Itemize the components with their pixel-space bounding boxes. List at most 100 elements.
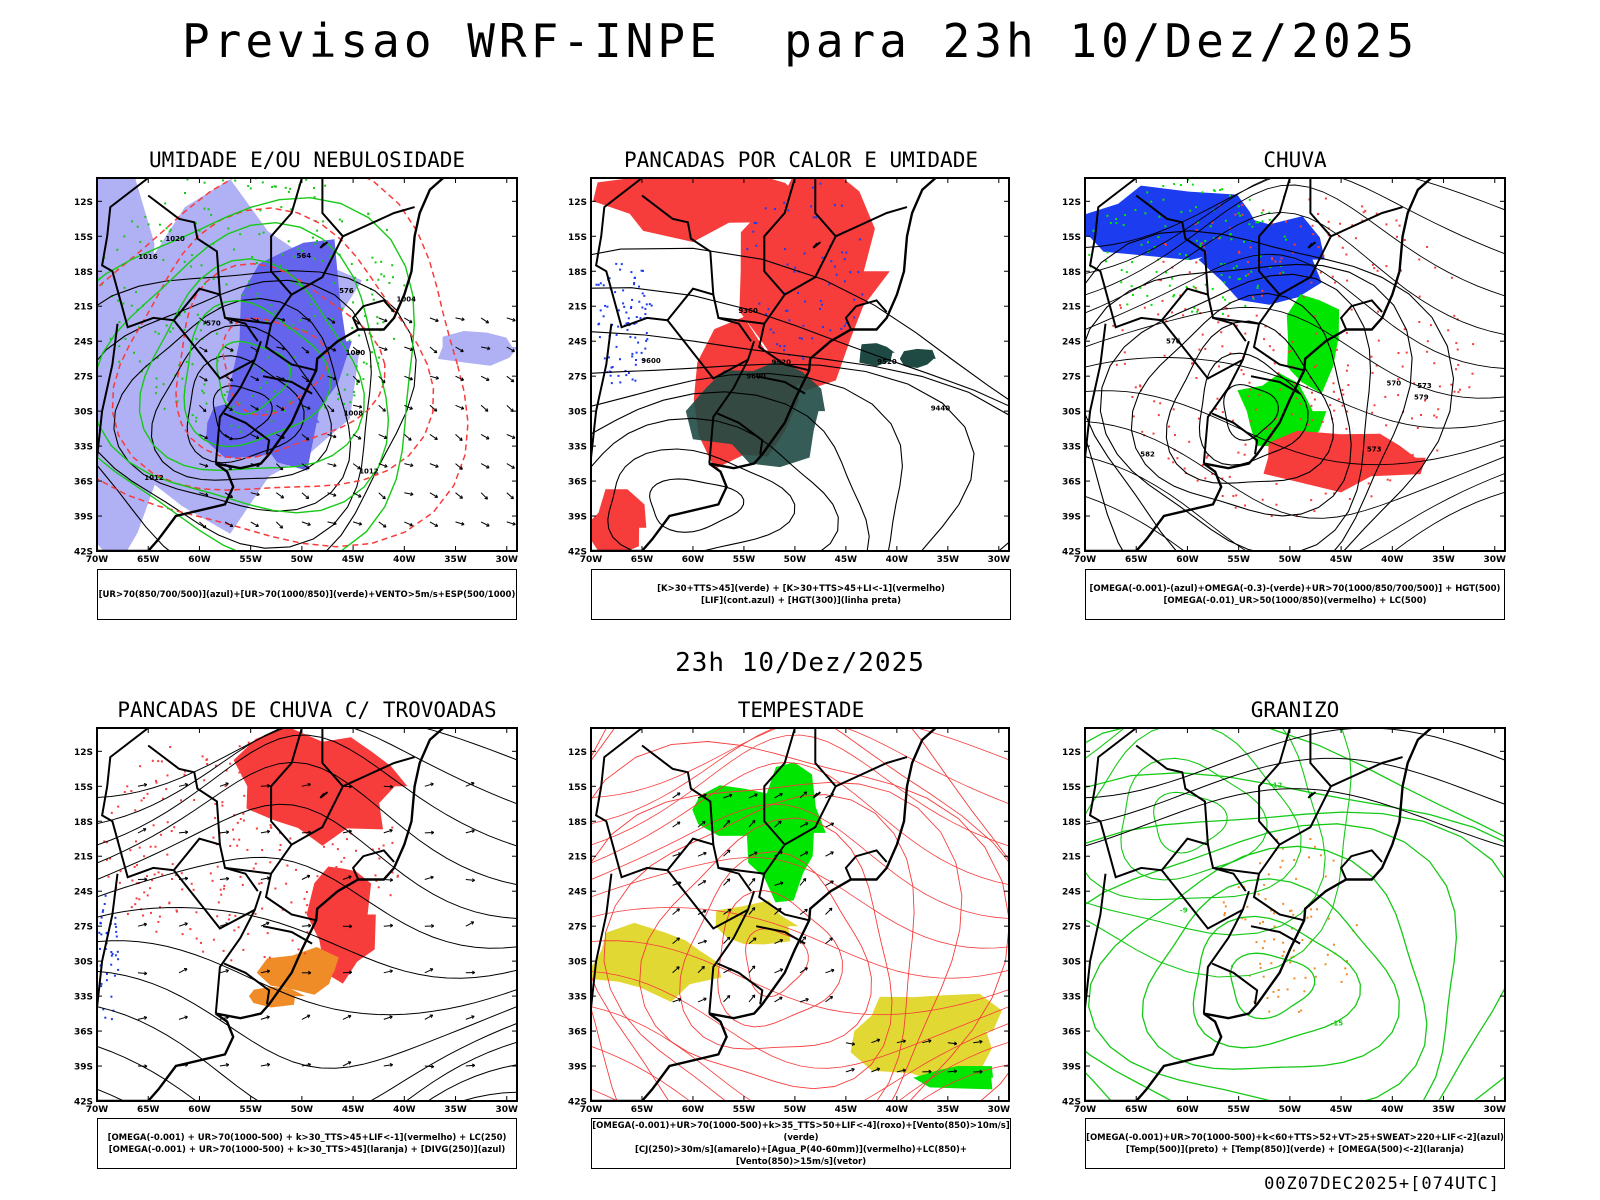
field-shading	[591, 489, 647, 551]
wind-vector	[697, 997, 707, 1003]
coastline	[1085, 728, 1432, 1101]
field-speckle	[201, 389, 204, 392]
field-speckle	[314, 242, 317, 245]
contour-label: 582	[1140, 451, 1155, 459]
wind-vector	[799, 967, 808, 974]
panel-legend-2: [K>30+TTS>45](verde) + [K>30+TTS>45+LI<-…	[591, 569, 1011, 620]
field-speckle	[110, 963, 113, 966]
field-speckle	[835, 273, 838, 276]
field-speckle	[239, 233, 242, 236]
field-speckle	[1257, 893, 1260, 896]
field-speckle	[1290, 466, 1293, 469]
field-speckle	[344, 883, 347, 886]
wind-vector-head	[389, 828, 393, 833]
contour-line	[1192, 915, 1361, 1049]
wind-vector	[506, 346, 515, 353]
field-speckle	[1264, 325, 1267, 328]
field-speckle	[1371, 263, 1374, 266]
field-speckle	[1268, 345, 1271, 348]
field-speckle	[1309, 376, 1312, 379]
wind-vector	[301, 1063, 311, 1067]
field-speckle	[341, 307, 344, 310]
field-speckle	[391, 841, 394, 844]
field-speckle	[105, 932, 108, 934]
field-speckle	[752, 230, 755, 233]
field-speckle	[1195, 261, 1198, 264]
field-speckle	[349, 291, 352, 294]
field-speckle	[1324, 197, 1327, 200]
field-speckle	[285, 268, 288, 271]
field-speckle	[1426, 340, 1429, 343]
field-speckle	[1309, 838, 1312, 840]
lon-tick-label: 40W	[886, 555, 909, 565]
field-speckle	[1221, 312, 1224, 315]
field-speckle	[305, 178, 308, 181]
field-speckle	[1306, 916, 1309, 919]
field-speckle	[320, 915, 323, 918]
panel-legend-3: [OMEGA(-0.001)-(azul)+OMEGA(-0.3)-(verde…	[1085, 569, 1505, 620]
field-speckle	[607, 356, 610, 359]
field-speckle	[154, 392, 157, 395]
field-speckle	[829, 329, 832, 332]
wind-vector	[342, 1015, 352, 1020]
wind-vector-head	[979, 1069, 983, 1074]
field-speckle	[346, 838, 348, 841]
wind-vector	[137, 784, 147, 787]
field-speckle	[1315, 364, 1318, 367]
field-speckle	[303, 897, 306, 900]
field-speckle	[269, 861, 272, 864]
field-speckle	[195, 337, 198, 340]
field-speckle	[119, 870, 122, 873]
field-speckle	[242, 812, 245, 815]
field-speckle	[1242, 373, 1245, 376]
wind-vector-head	[204, 492, 209, 497]
streamline	[97, 734, 517, 847]
field-speckle	[595, 283, 598, 286]
lat-tick-label: 27S	[1062, 373, 1081, 383]
field-speckle	[1362, 211, 1365, 214]
wind-vector-head	[779, 939, 784, 943]
field-speckle	[110, 951, 113, 953]
wind-vector	[723, 908, 732, 915]
field-speckle	[103, 840, 106, 843]
field-speckle	[783, 349, 785, 352]
contour-label: 570	[1387, 380, 1402, 388]
field-speckle	[1268, 218, 1271, 221]
lat-tick-label: 42S	[568, 548, 587, 558]
wind-vector	[455, 404, 464, 410]
field-speckle	[625, 311, 628, 314]
field-speckle	[332, 766, 335, 769]
field-speckle	[1237, 451, 1240, 454]
contour-line	[1141, 878, 1400, 1070]
field-speckle	[1171, 311, 1174, 314]
field-speckle	[845, 251, 848, 254]
wind-vector-head	[389, 877, 394, 882]
field-speckle	[192, 888, 195, 891]
political-border	[641, 194, 715, 295]
lat-tick-label: 27S	[74, 923, 93, 933]
field-speckle	[1387, 460, 1389, 463]
contour-line	[1085, 728, 1352, 978]
field-speckle	[1199, 245, 1202, 248]
wind-vector-head	[678, 997, 682, 1002]
wind-vector-head	[255, 377, 260, 381]
field-speckle	[234, 179, 237, 182]
lat-tick-label: 36S	[568, 1028, 587, 1038]
wind-vector	[352, 404, 363, 408]
lon-tick-label: 40W	[393, 1105, 416, 1115]
lon-tick-label: 60W	[1176, 555, 1199, 565]
field-speckle	[100, 982, 103, 985]
field-speckle	[389, 894, 392, 897]
political-border	[814, 728, 837, 787]
field-speckle	[171, 878, 173, 880]
field-speckle	[1184, 308, 1187, 311]
field-speckle	[1324, 492, 1327, 495]
political-border	[756, 375, 806, 395]
wind-vector	[224, 404, 233, 411]
wind-vector-head	[255, 435, 260, 439]
wind-vector	[137, 828, 147, 834]
field-speckle	[1147, 241, 1149, 244]
lon-tick-label: 50W	[291, 1105, 314, 1115]
field-speckle	[158, 915, 161, 918]
field-speckle	[1212, 237, 1215, 240]
